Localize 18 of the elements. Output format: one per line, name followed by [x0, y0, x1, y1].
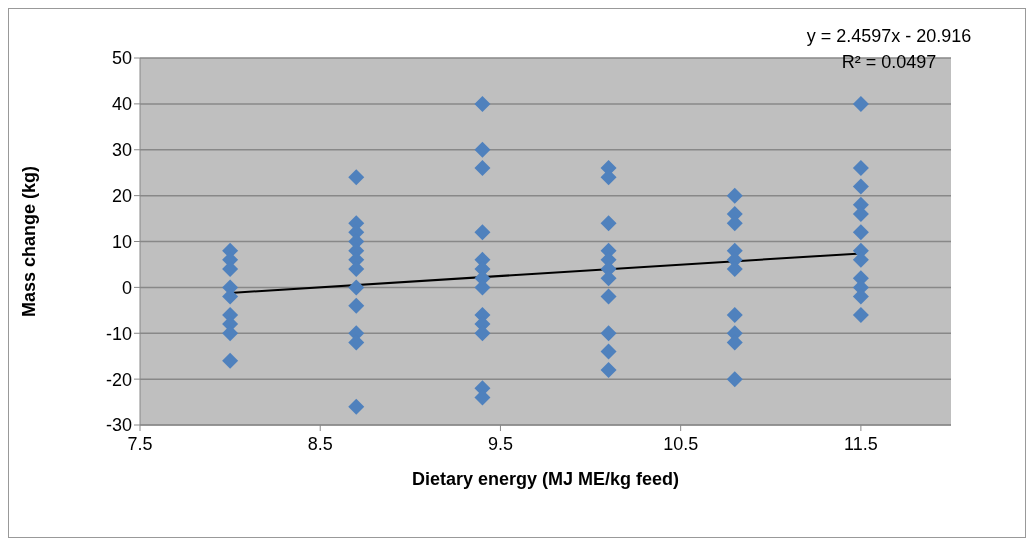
- x-tick-label: 8.5: [307, 433, 333, 454]
- y-tick-label: 10: [111, 231, 132, 252]
- y-tick-label: 40: [111, 94, 132, 115]
- y-tick-label: 30: [111, 140, 132, 161]
- y-axis-title: Mass change (kg): [19, 165, 40, 318]
- annotation: R² = 0.0497: [840, 51, 938, 74]
- x-tick-label: 7.5: [127, 433, 153, 454]
- y-tick-label: 50: [111, 48, 132, 69]
- x-tick-label: 11.5: [844, 433, 878, 454]
- y-tick-label: -20: [105, 369, 132, 390]
- x-tick-label: 9.5: [487, 433, 513, 454]
- text: y = 2.4597x - 20.916: [805, 25, 973, 48]
- y-tick-label: 0: [121, 277, 132, 298]
- y-tick-label: -10: [105, 323, 132, 344]
- x-tick-label: 10.5: [663, 433, 699, 454]
- y-tick-label: -30: [105, 415, 132, 436]
- y-tick-label: 20: [111, 186, 132, 207]
- x-axis-title: Dietary energy (MJ ME/kg feed): [411, 469, 680, 489]
